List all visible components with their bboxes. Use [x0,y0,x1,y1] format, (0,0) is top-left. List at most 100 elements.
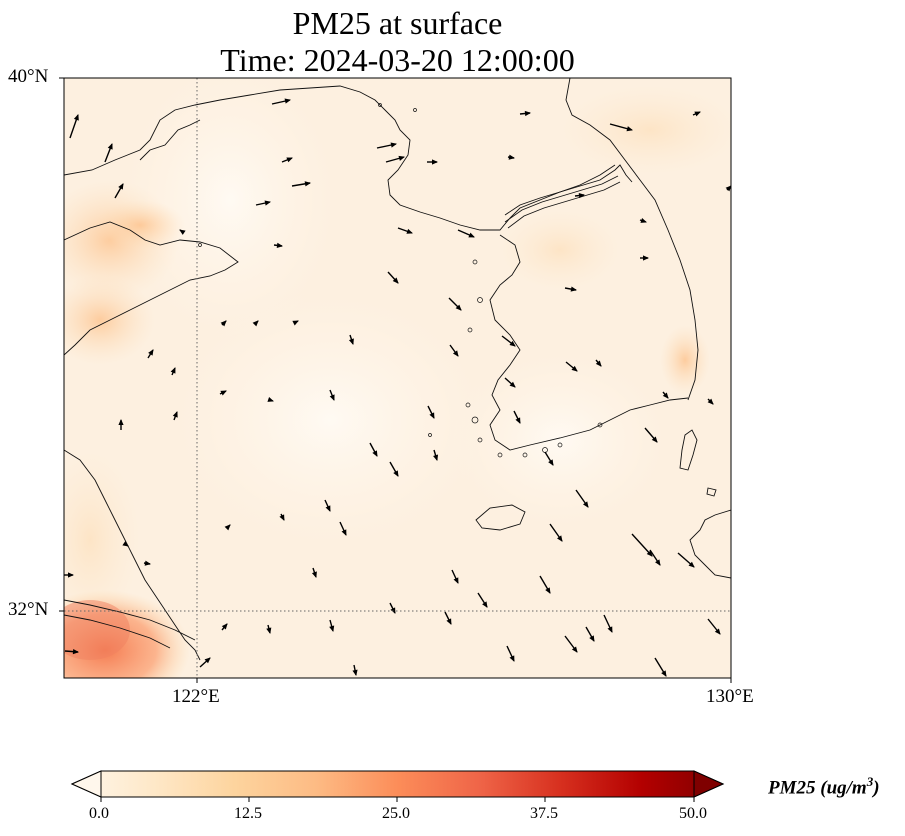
wind-arrow-head [221,623,228,630]
wind-arrow-head [341,529,347,536]
wind-arrow-head [688,561,695,568]
wind-arrow-head [589,635,595,642]
wind-arrow-head [548,459,554,466]
wind-arrow-head [714,628,721,635]
wind-arrow-head [455,304,462,311]
wind-arrow-head [545,587,551,594]
wind-arrow-head [694,111,701,117]
wind-arrow-head [118,183,124,190]
wind-arrow-head [582,501,589,508]
wind-arrow-head [284,98,291,104]
wind-arrow-head [179,229,186,235]
wind-arrow-head [452,350,459,357]
colorbar-tick-3: 37.5 [530,805,558,822]
wind-arrow-head [406,228,413,234]
wind-arrow-head [267,396,274,402]
colorbar-tick-4: 50.0 [679,805,707,822]
colorbar-extend-min [70,770,102,798]
wind-arrow-head [204,657,211,664]
lon-tick-122e: 122°E [172,686,220,707]
wind-arrow-head [651,436,658,443]
colorbar-tick-1: 12.5 [234,805,262,822]
colorbar-label-text: PM25 (ug/m [768,777,867,799]
wind-arrow-head [661,670,667,677]
wind-arrow-head [325,505,331,512]
wind-arrow-head [571,646,578,653]
wind-arrow-head [252,320,259,327]
wind-arrow-head [304,181,311,187]
colorbar-extend-max [693,770,725,798]
wind-arrow-head [329,394,335,401]
wind-arrow-head [468,232,475,238]
wind-arrow-head [170,367,176,374]
wind-arrow-head [482,601,488,608]
wind-arrow-head [390,142,397,148]
wind-arrow-head [276,242,283,248]
wind-arrow-head [292,320,299,326]
wind-arrow-head [264,200,271,206]
lat-tick-32n: 32°N [8,599,49,620]
wind-arrow-head [122,541,129,547]
wind-arrow-head [556,535,563,542]
wind-arrow-head [392,277,399,284]
wind-arrow-head [432,159,438,165]
wind-arrow-head [224,524,231,531]
colorbar-tick-2: 25.0 [382,805,410,822]
wind-arrow-head [607,626,613,633]
wind-arrow-head [144,560,151,566]
lat-tick-40n: 40°N [8,66,49,87]
wind-arrow-head [220,320,227,327]
wind-arrow-head [578,192,585,199]
colorbar-label-end: ) [873,777,880,799]
wind-arrow-head [72,649,79,655]
wind-arrow-head [348,338,354,345]
wind-arrow-head [509,340,516,347]
wind-arrow-head [279,514,285,521]
wind-arrow-head [311,571,317,578]
wind-arrow-head [509,381,516,388]
wind-arrow-head [453,577,459,584]
colorbar [70,770,725,802]
wind-arrow-head [640,217,647,223]
wind-arrow-head [148,349,154,356]
colorbar-label-sup: 3 [866,774,874,789]
wind-arrow-head [266,627,272,634]
coastlines [64,78,731,661]
wind-arrow-head [626,126,633,132]
wind-arrow-head [393,470,399,477]
wind-arrow-head [446,618,452,625]
wind-arrow-head [655,559,661,566]
wind-arrow-head [286,157,293,163]
wind-arrow-head [515,417,521,424]
wind-arrow-head [107,143,113,150]
wind-arrow-head [429,412,435,419]
wind-arrow-head [433,454,439,461]
map-title-line1: PM25 at surface [292,5,503,41]
wind-arrow-head [662,392,669,399]
wind-arrow-head [220,390,227,396]
wind-arrow-head [707,398,714,405]
pm25-field [64,78,731,678]
wind-arrow-head [509,655,515,662]
wind-arrow-head [372,450,378,457]
wind-arrow-head [725,185,731,192]
lon-tick-130e: 130°E [706,686,754,707]
wind-arrow-head [646,550,653,557]
wind-arrow-head [172,411,178,418]
colorbar-tick-0: 0.0 [89,805,109,822]
wind-arrow-head [643,255,649,261]
map-title-line2: Time: 2024-03-20 12:00:00 [220,42,575,78]
wind-arrow-head [68,572,74,578]
wind-arrow-head [329,625,335,632]
wind-arrow-head [73,114,79,121]
map-frame [63,77,732,679]
wind-arrow-head [352,669,358,676]
wind-vectors [64,98,731,677]
wind-arrow-head [524,110,531,117]
wind-arrow-head [118,419,124,425]
wind-arrow-head [398,155,405,161]
wind-arrow-head [571,365,578,372]
wind-arrow-head [570,286,577,292]
wind-arrow-head [508,154,515,160]
